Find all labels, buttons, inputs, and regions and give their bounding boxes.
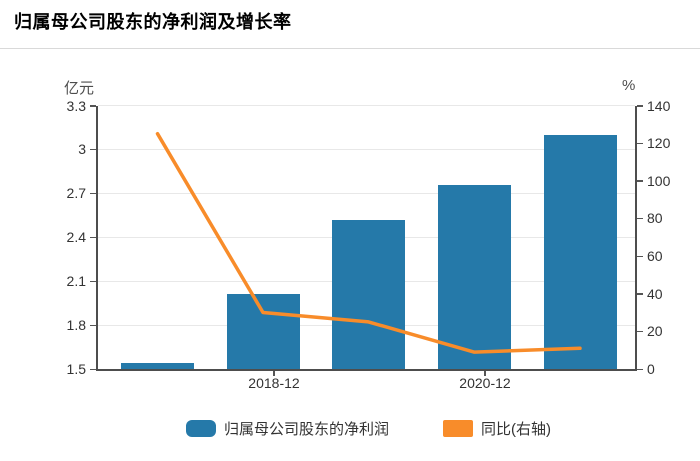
- x-axis-tick-label: 2018-12: [248, 375, 300, 391]
- left-axis-tick: [90, 236, 96, 239]
- left-axis-tick-label: 2.7: [66, 185, 86, 202]
- bar-net-profit[interactable]: [437, 184, 511, 369]
- right-axis-tick: [637, 105, 643, 107]
- left-axis-tick-label: 3: [78, 141, 86, 158]
- bar-net-profit[interactable]: [226, 294, 300, 369]
- bar-legend-swatch-icon: [186, 419, 216, 437]
- right-axis-tick: [637, 330, 643, 333]
- right-axis-unit-label: %: [622, 77, 636, 94]
- left-axis-tick-label: 1.5: [66, 361, 86, 377]
- right-axis-tick-label: 20: [647, 323, 663, 340]
- gridline: [98, 105, 635, 106]
- right-axis-tick-label: 40: [647, 285, 663, 302]
- right-axis-tick-label: 120: [647, 135, 671, 152]
- right-axis-tick-label: 60: [647, 248, 663, 265]
- legend-item-net-profit[interactable]: 归属母公司股东的净利润: [186, 419, 390, 438]
- right-axis-tick: [637, 368, 643, 370]
- right-axis-tick: [637, 255, 643, 258]
- right-axis-tick: [637, 293, 643, 295]
- bar-net-profit[interactable]: [332, 219, 405, 369]
- legend-item-yoy[interactable]: 同比(右轴): [443, 419, 551, 438]
- x-axis-line: [96, 369, 637, 371]
- left-axis-tick-label: 2.4: [66, 229, 86, 246]
- line-legend-swatch-icon: [443, 419, 473, 437]
- x-axis-tick: [484, 371, 486, 376]
- right-axis-tick-label: 100: [647, 172, 671, 189]
- x-axis-tick: [273, 371, 275, 376]
- right-axis-tick: [637, 142, 643, 145]
- left-axis-tick-label: 1.8: [66, 317, 86, 334]
- left-axis-tick: [90, 368, 96, 370]
- left-axis-unit-label: 亿元: [63, 80, 94, 97]
- title-divider: [0, 48, 700, 49]
- bar-net-profit[interactable]: [121, 363, 194, 369]
- right-axis-tick-label: 0: [647, 361, 655, 377]
- right-axis-tick-label: 140: [647, 97, 671, 114]
- left-axis-tick: [90, 148, 96, 151]
- left-axis-tick: [90, 280, 96, 283]
- left-axis-tick: [90, 192, 96, 195]
- right-axis-tick: [637, 217, 643, 220]
- chart-title: 归属母公司股东的净利润及增长率: [14, 12, 292, 32]
- legend-label: 归属母公司股东的净利润: [224, 420, 390, 438]
- legend-label: 同比(右轴): [481, 420, 551, 438]
- x-axis-tick-label: 2020-12: [459, 375, 511, 391]
- left-axis-tick-label: 2.1: [66, 273, 86, 290]
- right-axis-line: [635, 105, 637, 369]
- bar-net-profit[interactable]: [543, 134, 617, 369]
- left-axis-tick: [90, 324, 96, 327]
- left-axis-tick: [90, 105, 96, 107]
- left-axis-line: [96, 105, 98, 369]
- left-axis-tick-label: 3.3: [66, 97, 86, 114]
- right-axis-tick: [637, 180, 643, 182]
- right-axis-tick-label: 80: [647, 210, 663, 227]
